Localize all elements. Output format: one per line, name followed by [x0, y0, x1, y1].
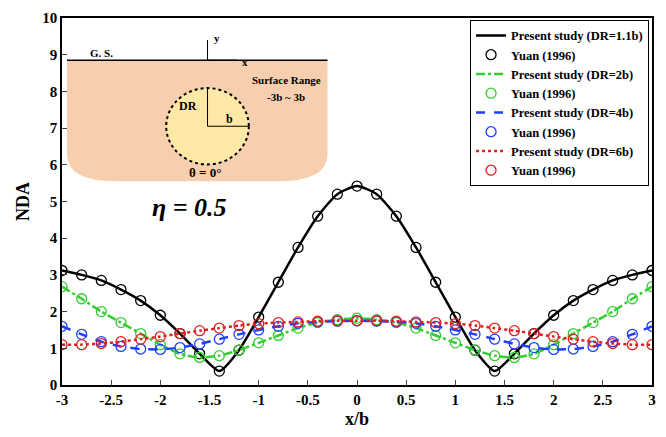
- svg-text:x/b: x/b: [345, 409, 369, 429]
- svg-text:Present study (DR=6b): Present study (DR=6b): [511, 145, 633, 159]
- svg-text:2.5: 2.5: [593, 392, 612, 408]
- svg-text:3: 3: [648, 392, 656, 408]
- svg-text:0: 0: [50, 377, 58, 393]
- svg-text:Present study (DR=1.1b): Present study (DR=1.1b): [511, 29, 643, 43]
- svg-text:2: 2: [550, 392, 558, 408]
- svg-text:1: 1: [50, 341, 58, 357]
- svg-text:Yuan (1996): Yuan (1996): [511, 164, 575, 178]
- svg-text:-2: -2: [154, 392, 167, 408]
- svg-text:Yuan (1996): Yuan (1996): [511, 49, 575, 63]
- svg-text:7: 7: [50, 120, 58, 136]
- svg-text:4: 4: [50, 230, 58, 246]
- svg-text:Yuan (1996): Yuan (1996): [511, 87, 575, 101]
- svg-text:θ = 0°: θ = 0°: [189, 165, 221, 180]
- svg-text:1.5: 1.5: [495, 392, 514, 408]
- svg-text:DR: DR: [179, 99, 197, 113]
- svg-text:2: 2: [50, 304, 58, 320]
- svg-text:-3: -3: [56, 392, 69, 408]
- svg-text:y: y: [214, 32, 220, 44]
- svg-text:NDA: NDA: [13, 182, 33, 221]
- svg-text:Present study (DR=2b): Present study (DR=2b): [511, 68, 633, 82]
- svg-text:-3b ~ 3b: -3b ~ 3b: [267, 91, 305, 103]
- svg-text:0.5: 0.5: [397, 392, 416, 408]
- svg-text:0: 0: [353, 392, 361, 408]
- svg-text:-0.5: -0.5: [296, 392, 320, 408]
- svg-text:5: 5: [50, 194, 58, 210]
- svg-text:b: b: [226, 112, 233, 126]
- svg-text:Surface Range: Surface Range: [252, 74, 321, 86]
- svg-text:-1.5: -1.5: [198, 392, 222, 408]
- svg-text:8: 8: [50, 84, 58, 100]
- svg-text:6: 6: [50, 157, 58, 173]
- svg-text:10: 10: [42, 10, 57, 26]
- svg-text:9: 9: [50, 47, 58, 63]
- svg-text:1: 1: [452, 392, 460, 408]
- svg-text:η = 0.5: η = 0.5: [152, 193, 227, 222]
- svg-text:Yuan (1996): Yuan (1996): [511, 126, 575, 140]
- svg-text:G. S.: G. S.: [90, 47, 113, 59]
- svg-text:3: 3: [50, 267, 58, 283]
- svg-text:x: x: [242, 56, 248, 68]
- svg-text:-2.5: -2.5: [99, 392, 123, 408]
- svg-text:-1: -1: [252, 392, 265, 408]
- svg-text:Present study (DR=4b): Present study (DR=4b): [511, 106, 633, 120]
